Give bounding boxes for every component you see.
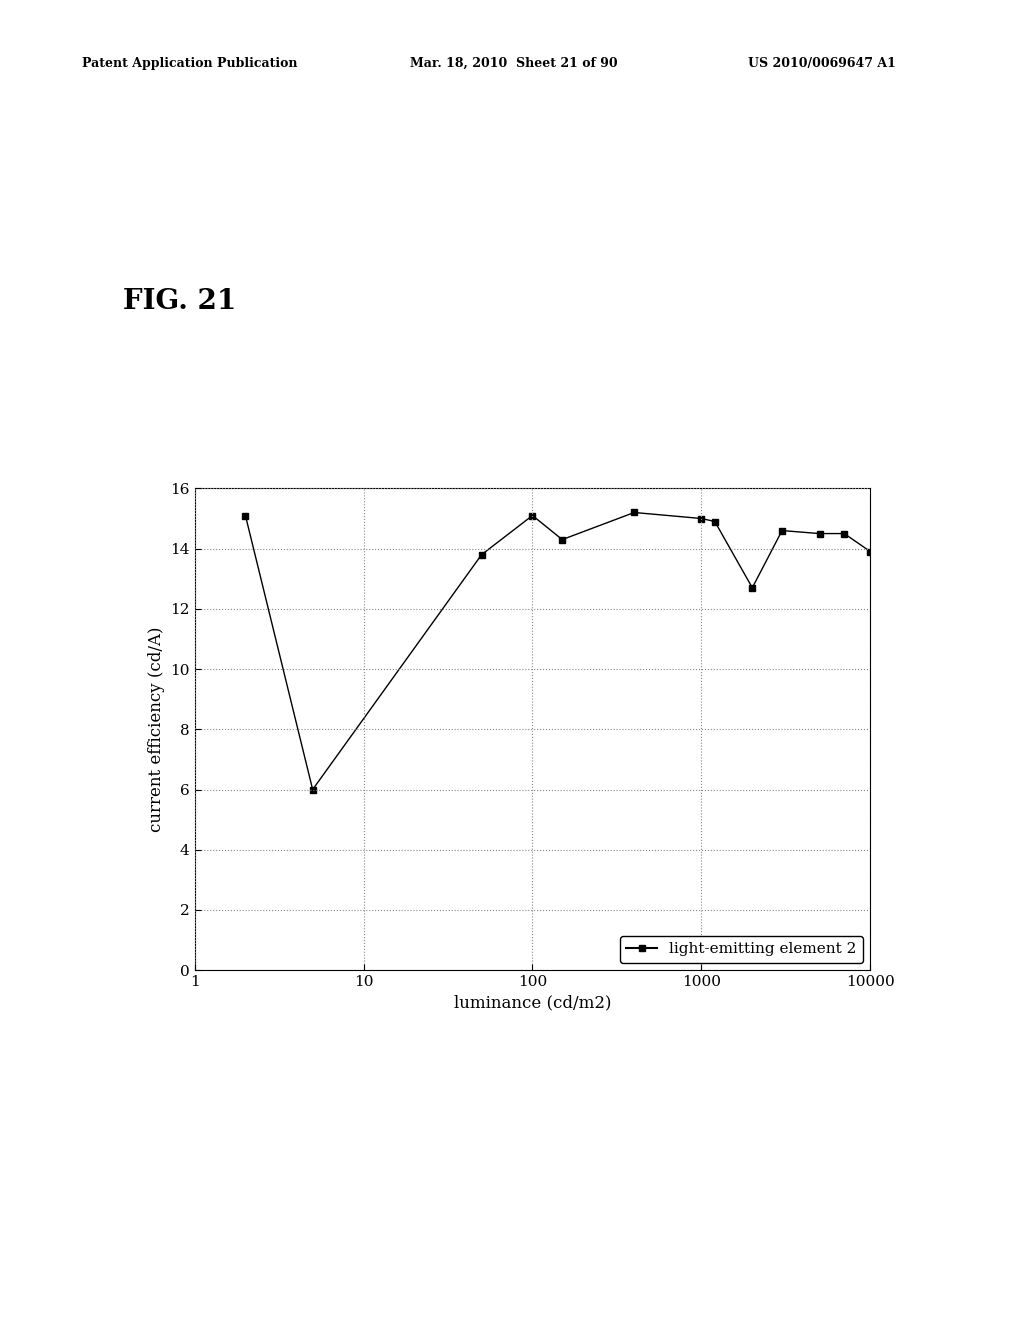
Y-axis label: current efficiency (cd/A): current efficiency (cd/A) — [147, 627, 165, 832]
Text: Patent Application Publication: Patent Application Publication — [82, 57, 297, 70]
X-axis label: luminance (cd/m2): luminance (cd/m2) — [454, 994, 611, 1011]
Text: US 2010/0069647 A1: US 2010/0069647 A1 — [748, 57, 895, 70]
Legend: light-emitting element 2: light-emitting element 2 — [621, 936, 863, 962]
Text: Mar. 18, 2010  Sheet 21 of 90: Mar. 18, 2010 Sheet 21 of 90 — [410, 57, 617, 70]
Text: FIG. 21: FIG. 21 — [123, 288, 237, 314]
